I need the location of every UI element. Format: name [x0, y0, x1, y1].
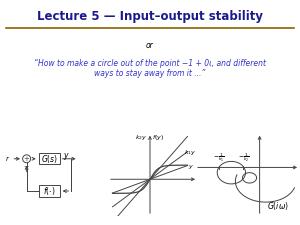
Text: $r$: $r$: [4, 154, 10, 163]
Text: “How to make a circle out of the point −1 + 0ι, and different
ways to stay away : “How to make a circle out of the point −…: [34, 59, 266, 78]
Text: $k_2 y$: $k_2 y$: [135, 133, 148, 142]
Text: $-$: $-$: [23, 163, 30, 168]
Text: or: or: [146, 40, 154, 50]
Text: $+$: $+$: [23, 154, 30, 163]
Text: $f(\cdot)$: $f(\cdot)$: [43, 185, 56, 197]
Text: $y$: $y$: [63, 151, 69, 162]
Text: $y$: $y$: [188, 163, 194, 171]
FancyBboxPatch shape: [39, 185, 60, 197]
Text: $-\frac{1}{k_1}$: $-\frac{1}{k_1}$: [213, 151, 225, 164]
Text: $G(i\omega)$: $G(i\omega)$: [267, 200, 289, 211]
Text: $-\frac{1}{k_2}$: $-\frac{1}{k_2}$: [238, 151, 249, 164]
FancyBboxPatch shape: [39, 153, 60, 164]
Text: Lecture 5 — Input–output stability: Lecture 5 — Input–output stability: [37, 10, 263, 23]
Text: $G(s)$: $G(s)$: [40, 153, 58, 165]
Text: $f(y)$: $f(y)$: [152, 133, 164, 142]
Text: $k_1 y$: $k_1 y$: [184, 148, 197, 157]
